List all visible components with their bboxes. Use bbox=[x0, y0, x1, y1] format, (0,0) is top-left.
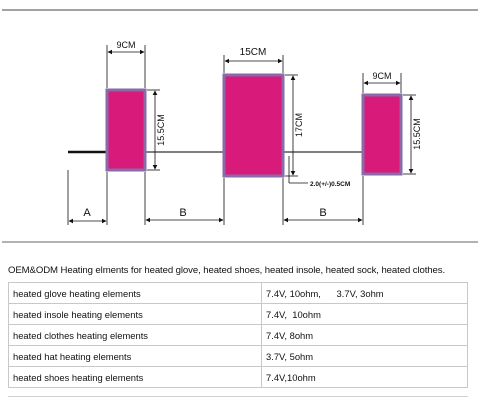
right-width-label: 9CM bbox=[372, 71, 391, 81]
middle-heating-pad bbox=[222, 73, 285, 178]
element-spec-cell: 7.4V, 10ohm bbox=[261, 303, 468, 325]
spacing-b-right-label: B bbox=[319, 207, 326, 219]
product-caption: OEM&ODM Heating elments for heated glove… bbox=[8, 265, 446, 276]
gap-tolerance-label: 2.0(+/-)0.5CM bbox=[310, 181, 350, 188]
middle-height-label: 17CM bbox=[294, 113, 304, 137]
element-spec-cell: 7.4V,10ohm bbox=[261, 366, 468, 388]
specification-table: heated glove heating elements 7.4V, 10oh… bbox=[8, 282, 468, 388]
heating-element-diagram: 9CM 15CM 9CM 15.5CM 17CM 15.5CM 2.0(+/-)… bbox=[2, 9, 478, 243]
left-height-label: 15.5CM bbox=[156, 114, 166, 146]
table-row: heated shoes heating elements 7.4V,10ohm bbox=[8, 366, 468, 388]
element-name-cell: heated clothes heating elements bbox=[8, 324, 262, 346]
right-heating-pad bbox=[361, 93, 403, 176]
element-name-cell: heated glove heating elements bbox=[8, 282, 262, 304]
table-bottom-rule bbox=[8, 396, 468, 397]
table-row: heated insole heating elements 7.4V, 10o… bbox=[8, 303, 468, 325]
right-height-label: 15.5CM bbox=[412, 118, 422, 150]
middle-width-label: 15CM bbox=[240, 47, 267, 58]
element-name-cell: heated insole heating elements bbox=[8, 303, 262, 325]
table-row: heated clothes heating elements 7.4V, 8o… bbox=[8, 324, 468, 346]
element-spec-cell: 7.4V, 10ohm, 3.7V, 3ohm bbox=[261, 282, 468, 304]
table-row: heated hat heating elements 3.7V, 5ohm bbox=[8, 345, 468, 367]
spacing-b-left-label: B bbox=[179, 207, 186, 219]
element-name-cell: heated shoes heating elements bbox=[8, 366, 262, 388]
left-heating-pad bbox=[105, 88, 147, 172]
left-width-label: 9CM bbox=[116, 40, 135, 50]
element-name-cell: heated hat heating elements bbox=[8, 345, 262, 367]
table-row: heated glove heating elements 7.4V, 10oh… bbox=[8, 282, 468, 304]
lead-a-label: A bbox=[83, 207, 91, 219]
element-spec-cell: 7.4V, 8ohm bbox=[261, 324, 468, 346]
element-spec-cell: 3.7V, 5ohm bbox=[261, 345, 468, 367]
